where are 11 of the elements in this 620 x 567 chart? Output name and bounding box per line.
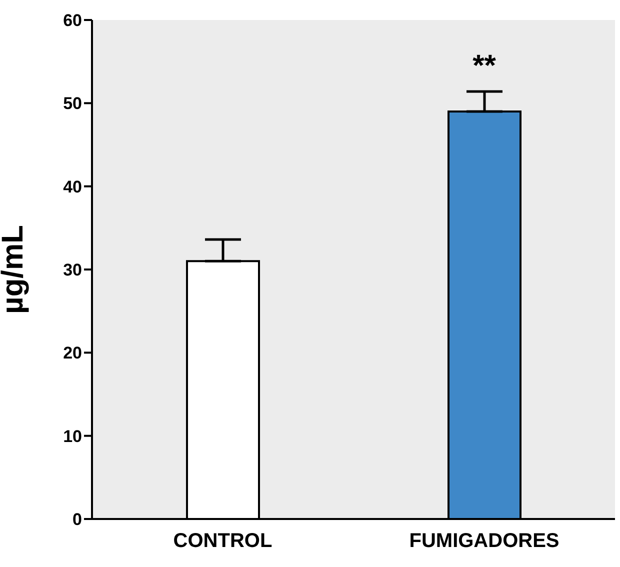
y-tick-label: 20 <box>63 344 82 363</box>
y-axis-title: µg/mL <box>0 225 30 314</box>
annotation: ** <box>472 50 496 83</box>
y-tick-label: 50 <box>63 94 82 114</box>
y-tick-label: 0 <box>72 510 82 530</box>
y-tick-label: 40 <box>63 177 82 196</box>
y-tick-label: 10 <box>63 426 82 446</box>
y-tick-label: 60 <box>63 11 82 30</box>
y-tick-label: 30 <box>63 260 82 280</box>
x-tick-label: FUMIGADORES <box>409 530 560 552</box>
x-tick-label: CONTROL <box>173 530 272 552</box>
